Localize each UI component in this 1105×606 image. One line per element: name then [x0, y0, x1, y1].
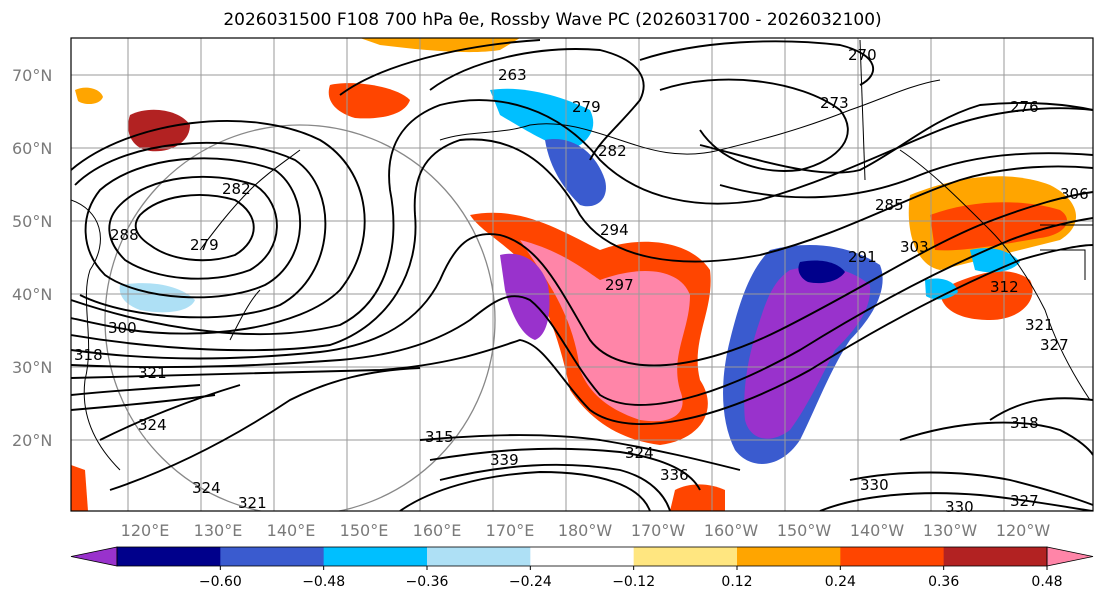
shaded-anomalies: [71, 38, 1077, 511]
orange-anomaly-nw: [328, 83, 410, 119]
lat-label: 30°N: [12, 358, 52, 377]
orange-anomaly-small: [75, 87, 103, 105]
contour-label: 330: [945, 498, 974, 516]
contour-label: 285: [875, 196, 904, 214]
lat-label: 70°N: [12, 66, 52, 85]
colorbar-tick-label: −0.60: [199, 574, 242, 590]
contour-label: 303: [900, 238, 929, 256]
red-anomaly-west: [128, 109, 190, 152]
lon-label: 130°E: [194, 521, 243, 540]
lon-label: 140°E: [267, 521, 316, 540]
colorbar-segment: [220, 547, 325, 566]
contour-label: 324: [138, 416, 167, 434]
colorbar-tick-label: 0.12: [721, 574, 752, 590]
colorbar-segment: [737, 547, 841, 566]
lon-label: 120°E: [121, 521, 170, 540]
colorbar-extend-low: [70, 546, 118, 567]
contour-label: 282: [598, 142, 627, 160]
lat-label: 20°N: [12, 431, 52, 450]
map-frame: [70, 37, 1094, 512]
red-anomaly-east: [930, 202, 1068, 251]
contour-label: 327: [1040, 336, 1069, 354]
contour-label: 297: [605, 276, 634, 294]
contour-label: 276: [1010, 98, 1039, 116]
lon-label: 170°W: [631, 521, 686, 540]
contour-label: 312: [990, 278, 1019, 296]
contour-label: 288: [110, 226, 139, 244]
colorbar-tick-labels: −0.60 −0.48 −0.36 −0.24 −0.12 0.12 0.24 0.36 0.4…: [199, 566, 1063, 590]
contour-label: 321: [238, 494, 267, 512]
contour-label: 339: [490, 451, 519, 469]
red-anomaly-se: [940, 271, 1033, 320]
contour-label: 330: [860, 476, 889, 494]
lon-label: 120°W: [996, 521, 1051, 540]
colorbar-extend-high: [1046, 546, 1094, 567]
contour-label: 282: [222, 180, 251, 198]
lon-label: 140°W: [850, 521, 905, 540]
colorbar-segment: [840, 547, 945, 566]
contour-label: 318: [1010, 414, 1039, 432]
lat-label: 60°N: [12, 139, 52, 158]
lon-label: 150°W: [777, 521, 832, 540]
contour-label: 315: [425, 428, 454, 446]
graticule: [71, 38, 1093, 511]
colorbar-tick-label: 0.24: [825, 574, 856, 590]
lon-label: 150°E: [340, 521, 389, 540]
colorbar-segment: [943, 547, 1048, 566]
orange-anomaly-west-edge: [71, 465, 88, 511]
blue-anomaly-north-2: [545, 139, 606, 207]
orange-anomaly-north: [360, 38, 520, 53]
colorbar-segment: [530, 547, 635, 566]
longitude-labels: 120°E 130°E 140°E 150°E 160°E 170°E 180°…: [121, 521, 1051, 540]
lon-label: 160°W: [704, 521, 759, 540]
lon-label: 160°E: [413, 521, 462, 540]
colorbar-tick-label: 0.48: [1031, 574, 1062, 590]
colorbar: [70, 546, 1094, 567]
contour-label: 306: [1060, 185, 1089, 203]
colorbar-segment: [117, 547, 221, 566]
colorbar-tick-label: −0.12: [612, 574, 655, 590]
lat-label: 50°N: [12, 212, 52, 231]
colorbar-segment: [427, 547, 531, 566]
pink-anomaly-central-core: [520, 240, 690, 422]
contour-label: 294: [600, 221, 629, 239]
contour-label: 321: [138, 364, 167, 382]
colorbar-tick-label: −0.48: [302, 574, 345, 590]
contour-label: 273: [820, 94, 849, 112]
orange-anomaly-south: [670, 484, 725, 511]
contour-label: 279: [190, 236, 219, 254]
contour-label: 300: [108, 319, 137, 337]
contour-label: 324: [625, 444, 654, 462]
contour-label: 324: [192, 479, 221, 497]
lon-label: 170°E: [486, 521, 535, 540]
reference-circle: [104, 124, 496, 511]
contour-label: 270: [848, 46, 877, 64]
figure-title: 2026031500 F108 700 hPa θe, Rossby Wave …: [223, 10, 882, 30]
contour-label: 327: [1010, 492, 1039, 510]
purple-anomaly-core: [744, 266, 871, 439]
latitude-labels: 70°N 60°N 50°N 40°N 30°N 20°N: [12, 66, 52, 450]
navy-anomaly-core: [798, 260, 845, 284]
colorbar-segment: [323, 547, 428, 566]
lat-label: 40°N: [12, 285, 52, 304]
colorbar-segment: [633, 547, 738, 566]
contour-label: 336: [660, 466, 689, 484]
contour-label: 263: [498, 66, 527, 84]
colorbar-tick-label: 0.36: [928, 574, 959, 590]
colorbar-frame: [116, 546, 1048, 567]
lon-label: 180°W: [558, 521, 613, 540]
contour-label: 291: [848, 248, 877, 266]
theta-e-contours: [71, 39, 1093, 511]
contour-label: 318: [74, 346, 103, 364]
contour-label: 279: [572, 98, 601, 116]
colorbar-tick-label: −0.36: [406, 574, 449, 590]
contour-label-group: 270 273 276 279 282 282 285 288 291 294 …: [74, 46, 1089, 516]
contour-label: 321: [1025, 316, 1054, 334]
lon-label: 130°W: [923, 521, 978, 540]
colorbar-tick-label: −0.24: [509, 574, 552, 590]
